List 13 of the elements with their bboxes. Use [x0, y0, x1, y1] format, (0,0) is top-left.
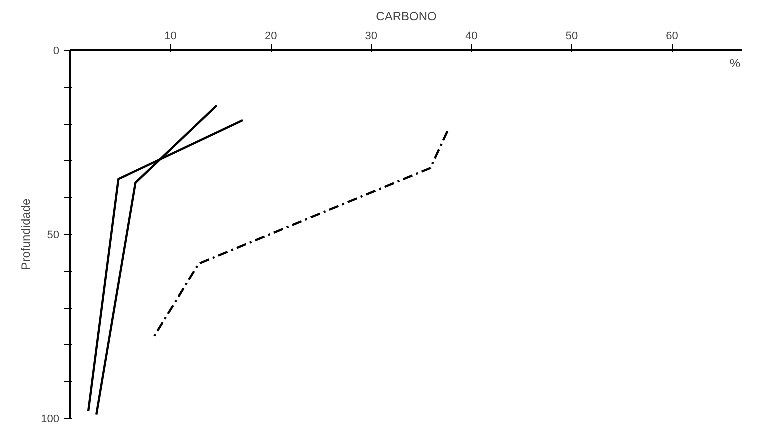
y-axis-title: Profundidade: [19, 198, 34, 270]
x-tick-label: 50: [566, 30, 578, 42]
y-tick-label: 50: [47, 230, 60, 242]
y-tick-label: 100: [41, 414, 60, 426]
x-tick-label: 30: [365, 30, 378, 42]
x-tick-label: 10: [164, 30, 177, 42]
x-tick-label: 40: [466, 30, 478, 42]
x-tick-label: 20: [264, 30, 278, 42]
annotation: %: [730, 56, 741, 70]
x-tick-label: 60: [666, 30, 678, 42]
line-series: [152, 130, 449, 339]
x-axis-title: CARBONO: [376, 10, 437, 24]
y-tick-label: 0: [53, 46, 60, 58]
